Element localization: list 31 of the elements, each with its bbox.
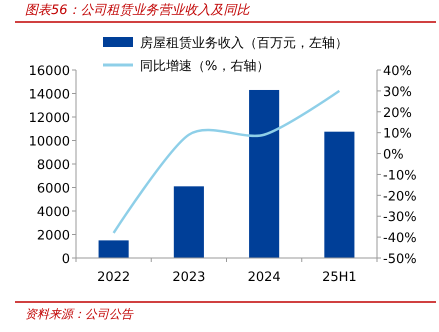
- y-tick-label: 14000: [28, 88, 70, 102]
- y-tick-label: 4000: [36, 205, 70, 220]
- legend-label: 同比增速（%，右轴）: [140, 59, 270, 74]
- y2-tick-label: -20%: [383, 189, 417, 204]
- y2-tick-label: 30%: [383, 84, 412, 100]
- bar: [98, 240, 129, 258]
- y2-tick-label: -50%: [383, 252, 417, 267]
- y2-tick-label: 10%: [383, 126, 412, 142]
- y2-tick-label: -40%: [383, 231, 417, 246]
- y2-tick-label: -30%: [383, 210, 417, 226]
- chart-title: 图表56：公司租赁业务营业收入及同比: [25, 3, 251, 18]
- y-tick-label: 6000: [36, 182, 70, 196]
- x-tick-label: 2023: [172, 270, 206, 285]
- bar: [174, 186, 204, 258]
- bar: [324, 132, 354, 258]
- y-tick-label: 10000: [28, 134, 70, 150]
- x-tick-label: 25H1: [322, 270, 357, 285]
- y2-tick-label: 20%: [383, 106, 412, 121]
- legend-label: 房屋租赁业务收入（百万元，左轴）: [140, 35, 348, 51]
- y-tick-label: 8000: [36, 158, 70, 173]
- text: 资料来源：公司公告: [25, 307, 134, 321]
- y-tick-label: 2000: [36, 228, 70, 244]
- y-tick-label: 12000: [28, 111, 70, 126]
- y-tick-label: 0: [62, 252, 70, 267]
- y2-tick-label: -10%: [383, 168, 417, 184]
- y2-tick-label: 0%: [383, 148, 404, 163]
- bar: [249, 90, 280, 258]
- x-tick-label: 2022: [97, 270, 130, 285]
- y-tick-label: 16000: [28, 64, 70, 79]
- x-tick-label: 2024: [248, 270, 281, 285]
- y2-tick-label: 40%: [383, 64, 412, 79]
